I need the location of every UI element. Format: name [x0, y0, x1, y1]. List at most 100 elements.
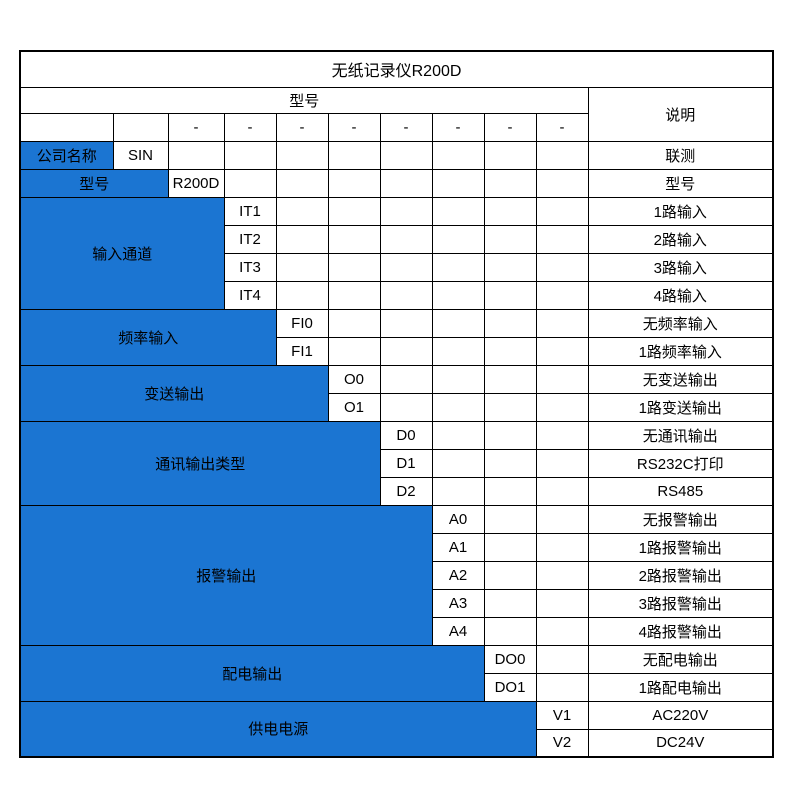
dash-cell: - [223, 112, 277, 142]
empty-cell [275, 224, 329, 254]
empty-cell [379, 252, 433, 282]
code-cell: IT1 [223, 196, 277, 226]
empty-cell [431, 420, 485, 450]
empty-cell [483, 420, 537, 450]
empty-cell [535, 308, 589, 338]
empty-cell [535, 252, 589, 282]
code-cell: V1 [535, 700, 589, 730]
code-cell: IT4 [223, 280, 277, 310]
empty-cell [431, 308, 485, 338]
empty-cell [275, 168, 329, 198]
empty-cell [483, 532, 537, 562]
empty-cell [275, 252, 329, 282]
empty-cell [483, 588, 537, 618]
desc-cell: AC220V [587, 700, 774, 730]
empty-cell [379, 196, 433, 226]
desc-cell: 无频率输入 [587, 308, 774, 338]
code-cell: DO0 [483, 644, 537, 674]
empty-cell [535, 560, 589, 590]
empty-cell [535, 196, 589, 226]
empty-cell [483, 196, 537, 226]
desc-cell: RS485 [587, 476, 774, 506]
desc-cell: 4路报警输出 [587, 616, 774, 646]
dash-cell: - [167, 112, 225, 142]
empty-cell [19, 112, 114, 142]
empty-cell [483, 476, 537, 506]
empty-cell [483, 280, 537, 310]
desc-cell: 1路报警输出 [587, 532, 774, 562]
desc-cell: 联测 [587, 140, 774, 170]
category-cell-transmit-output: 变送输出 [19, 364, 329, 422]
category-cell-input-channels: 输入通道 [19, 196, 225, 310]
empty-cell [483, 140, 537, 170]
code-cell: IT2 [223, 224, 277, 254]
category-cell-company: 公司名称 [19, 140, 114, 170]
empty-cell [431, 336, 485, 366]
empty-cell [483, 308, 537, 338]
empty-cell [327, 196, 381, 226]
dash-cell: - [431, 112, 485, 142]
empty-cell [535, 588, 589, 618]
empty-cell [535, 392, 589, 422]
code-cell: FI0 [275, 308, 329, 338]
dash-cell: - [327, 112, 381, 142]
empty-cell [431, 252, 485, 282]
code-cell: FI1 [275, 336, 329, 366]
empty-cell [379, 364, 433, 394]
empty-cell [275, 196, 329, 226]
code-cell: A2 [431, 560, 485, 590]
empty-cell [431, 224, 485, 254]
empty-cell [431, 448, 485, 478]
empty-cell [327, 140, 381, 170]
empty-cell [535, 504, 589, 534]
empty-cell [535, 532, 589, 562]
empty-cell [535, 672, 589, 702]
empty-cell [167, 140, 225, 170]
empty-cell [223, 168, 277, 198]
empty-cell [535, 448, 589, 478]
table-title: 无纸记录仪R200D [19, 50, 774, 88]
desc-cell: 2路报警输出 [587, 560, 774, 590]
empty-cell [327, 252, 381, 282]
desc-cell: 1路输入 [587, 196, 774, 226]
desc-cell: RS232C打印 [587, 448, 774, 478]
desc-cell: 无配电输出 [587, 644, 774, 674]
empty-cell [327, 168, 381, 198]
desc-cell: DC24V [587, 728, 774, 758]
empty-cell [379, 280, 433, 310]
description-header: 说明 [587, 86, 774, 142]
empty-cell [535, 336, 589, 366]
desc-cell: 3路输入 [587, 252, 774, 282]
empty-cell [327, 224, 381, 254]
empty-cell [535, 364, 589, 394]
desc-cell: 3路报警输出 [587, 588, 774, 618]
empty-cell [483, 364, 537, 394]
empty-cell [379, 140, 433, 170]
code-cell: D0 [379, 420, 433, 450]
model-header: 型号 [19, 86, 589, 114]
category-cell-distribution-output: 配电输出 [19, 644, 485, 702]
dash-cell: - [275, 112, 329, 142]
empty-cell [327, 336, 381, 366]
empty-cell [483, 392, 537, 422]
code-cell: O1 [327, 392, 381, 422]
desc-cell: 1路频率输入 [587, 336, 774, 366]
empty-cell [431, 168, 485, 198]
empty-cell [535, 168, 589, 198]
dash-cell: - [483, 112, 537, 142]
empty-cell [327, 280, 381, 310]
category-cell-model: 型号 [19, 168, 169, 198]
empty-cell [483, 504, 537, 534]
empty-cell [379, 308, 433, 338]
empty-cell [483, 168, 537, 198]
code-cell: SIN [112, 140, 169, 170]
code-cell: DO1 [483, 672, 537, 702]
empty-cell [431, 140, 485, 170]
code-cell: A1 [431, 532, 485, 562]
category-cell-frequency-input: 频率输入 [19, 308, 277, 366]
code-cell: IT3 [223, 252, 277, 282]
code-cell: D2 [379, 476, 433, 506]
empty-cell [431, 392, 485, 422]
empty-cell [535, 280, 589, 310]
